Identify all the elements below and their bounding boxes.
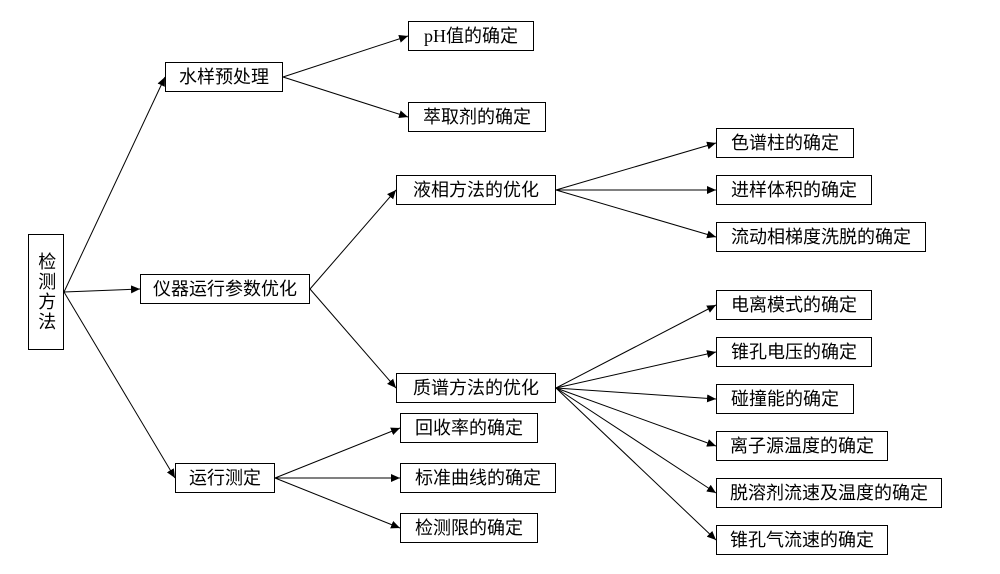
node-n2a2: 进样体积的确定 xyxy=(716,175,872,205)
node-label: 色谱柱的确定 xyxy=(731,132,839,155)
node-n1b: 萃取剂的确定 xyxy=(408,102,546,132)
node-n2b3: 碰撞能的确定 xyxy=(716,384,854,414)
node-label: 检测方法 xyxy=(35,252,58,332)
node-label: 锥孔电压的确定 xyxy=(731,341,857,364)
node-n3: 运行测定 xyxy=(175,463,275,493)
node-label: 检测限的确定 xyxy=(415,517,523,540)
node-label: 标准曲线的确定 xyxy=(415,467,541,490)
node-label: 水样预处理 xyxy=(179,66,269,89)
node-label: 质谱方法的优化 xyxy=(413,377,539,400)
node-label: 萃取剂的确定 xyxy=(423,106,531,129)
node-n2b5: 脱溶剂流速及温度的确定 xyxy=(716,478,942,508)
node-label: 运行测定 xyxy=(189,467,261,490)
node-n1: 水样预处理 xyxy=(165,62,283,92)
node-label: 进样体积的确定 xyxy=(731,179,857,202)
node-label: 离子源温度的确定 xyxy=(730,435,874,458)
node-label: 液相方法的优化 xyxy=(413,179,539,202)
node-n3c: 检测限的确定 xyxy=(400,513,538,543)
node-label: 电离模式的确定 xyxy=(731,294,857,317)
node-n1a: pH值的确定 xyxy=(408,21,534,51)
node-label: pH值的确定 xyxy=(424,25,518,48)
node-label: 碰撞能的确定 xyxy=(731,388,839,411)
node-n2b1: 电离模式的确定 xyxy=(716,290,872,320)
node-n2b4: 离子源温度的确定 xyxy=(716,431,888,461)
node-label: 回收率的确定 xyxy=(415,417,523,440)
node-label: 锥孔气流速的确定 xyxy=(730,529,874,552)
node-n3b: 标准曲线的确定 xyxy=(400,463,556,493)
node-label: 脱溶剂流速及温度的确定 xyxy=(730,482,928,505)
node-n2a1: 色谱柱的确定 xyxy=(716,128,854,158)
node-root: 检测方法 xyxy=(28,234,64,350)
node-label: 仪器运行参数优化 xyxy=(153,278,297,301)
node-n2b2: 锥孔电压的确定 xyxy=(716,337,872,367)
node-n2b6: 锥孔气流速的确定 xyxy=(716,525,888,555)
node-n2a: 液相方法的优化 xyxy=(396,175,556,205)
node-n2: 仪器运行参数优化 xyxy=(140,274,310,304)
node-n3a: 回收率的确定 xyxy=(400,413,538,443)
node-n2a3: 流动相梯度洗脱的确定 xyxy=(716,222,926,252)
node-n2b: 质谱方法的优化 xyxy=(396,373,556,403)
node-label: 流动相梯度洗脱的确定 xyxy=(731,226,911,249)
